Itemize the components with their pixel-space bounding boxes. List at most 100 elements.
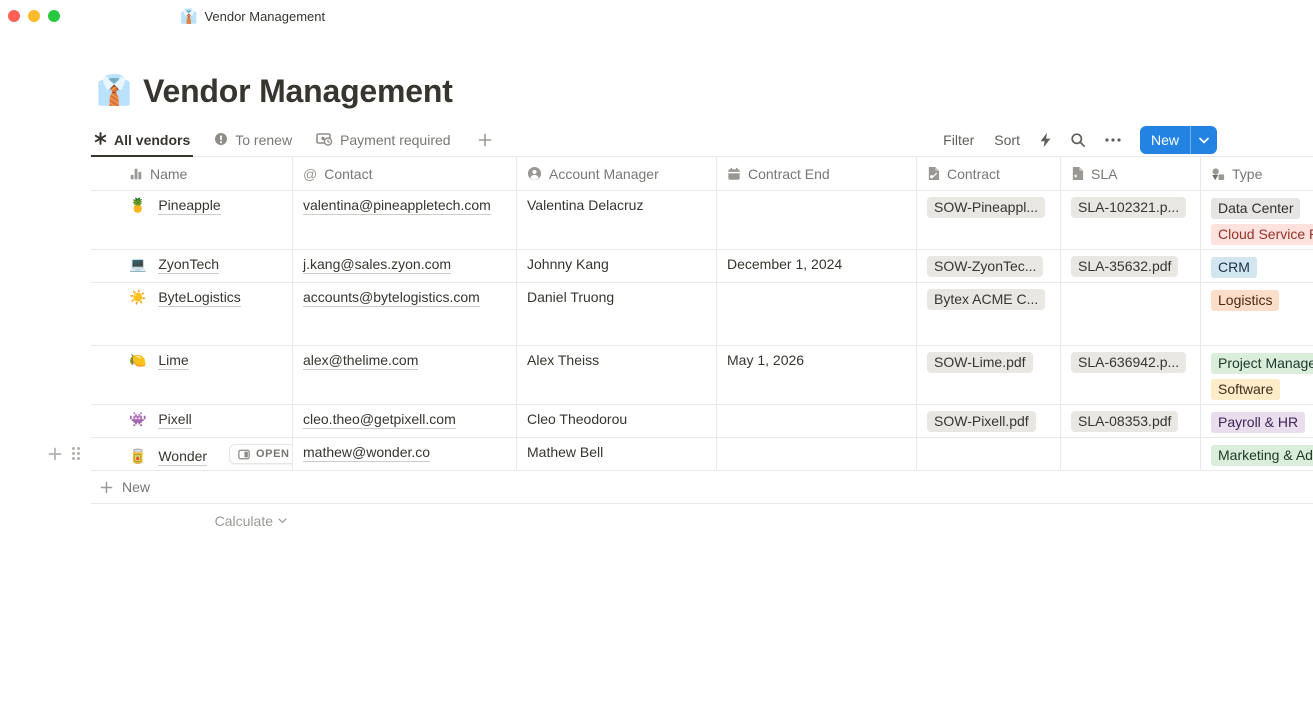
- table-row-lime[interactable]: 🍋 Lime alex@thelime.com Alex Theiss May …: [91, 346, 1313, 405]
- email-link[interactable]: accounts@bytelogistics.com: [303, 289, 480, 307]
- contract-file-cell[interactable]: [917, 438, 1061, 470]
- contract-file-chip[interactable]: SOW-Pixell.pdf: [927, 411, 1036, 432]
- type-cell[interactable]: Payroll & HR: [1201, 405, 1313, 437]
- table-row-zyontech[interactable]: 💻 ZyonTech j.kang@sales.zyon.com Johnny …: [91, 250, 1313, 283]
- type-tag[interactable]: Logistics: [1211, 290, 1280, 311]
- contract-end-cell[interactable]: [717, 405, 917, 437]
- vendor-page-link[interactable]: Pineapple: [158, 197, 221, 215]
- type-tag[interactable]: Data Center: [1211, 198, 1301, 219]
- type-cell[interactable]: Logistics: [1201, 283, 1313, 345]
- vendor-name-cell[interactable]: 🍍 Pineapple: [91, 191, 293, 249]
- type-tag[interactable]: Payroll & HR: [1211, 412, 1306, 433]
- account-manager-cell[interactable]: Valentina Delacruz: [517, 191, 717, 249]
- column-header-contact[interactable]: @ Contact: [293, 157, 517, 190]
- contract-end-cell[interactable]: [717, 191, 917, 249]
- vendor-page-link[interactable]: Wonder: [158, 447, 208, 466]
- vendor-page-link[interactable]: Pixell: [158, 411, 192, 429]
- account-manager-cell[interactable]: Mathew Bell: [517, 438, 717, 470]
- tab-payment-required[interactable]: Payment required: [313, 124, 454, 156]
- column-header-contract[interactable]: Contract: [917, 157, 1061, 190]
- contact-cell[interactable]: accounts@bytelogistics.com: [293, 283, 517, 345]
- email-link[interactable]: mathew@wonder.co: [303, 444, 431, 462]
- sla-file-cell[interactable]: SLA-102321.p...: [1061, 191, 1201, 249]
- page-title[interactable]: Vendor Management: [143, 73, 453, 109]
- contract-file-cell[interactable]: SOW-Lime.pdf: [917, 346, 1061, 404]
- type-cell[interactable]: Marketing & Ad: [1201, 438, 1313, 470]
- sla-file-chip[interactable]: SLA-35632.pdf: [1071, 256, 1179, 277]
- zoom-window-button[interactable]: [48, 10, 60, 22]
- contract-file-cell[interactable]: SOW-Pixell.pdf: [917, 405, 1061, 437]
- sla-file-cell[interactable]: [1061, 283, 1201, 345]
- vendor-name-cell[interactable]: 👾 Pixell: [91, 405, 293, 437]
- contract-file-cell[interactable]: SOW-Pineappl...: [917, 191, 1061, 249]
- vendor-page-link[interactable]: ByteLogistics: [158, 289, 241, 307]
- open-row-button[interactable]: OPEN: [229, 444, 292, 464]
- type-tag[interactable]: CRM: [1211, 257, 1257, 278]
- account-manager-cell[interactable]: Cleo Theodorou: [517, 405, 717, 437]
- sla-file-cell[interactable]: [1061, 438, 1201, 470]
- lightning-icon[interactable]: [1033, 128, 1058, 152]
- type-tag[interactable]: Cloud Service P: [1211, 224, 1313, 245]
- vendor-page-link[interactable]: Lime: [158, 352, 189, 370]
- page-emoji-icon[interactable]: 👔: [96, 75, 133, 107]
- column-header-type[interactable]: Type: [1201, 157, 1313, 190]
- search-icon[interactable]: [1064, 128, 1092, 152]
- sort-button[interactable]: Sort: [994, 132, 1020, 148]
- type-tag[interactable]: Software: [1211, 379, 1281, 400]
- contract-file-cell[interactable]: Bytex ACME C...: [917, 283, 1061, 345]
- column-header-contract-end[interactable]: Contract End: [717, 157, 917, 190]
- contract-file-chip[interactable]: SOW-Pineappl...: [927, 197, 1046, 218]
- sla-file-chip[interactable]: SLA-08353.pdf: [1071, 411, 1179, 432]
- contact-cell[interactable]: cleo.theo@getpixell.com: [293, 405, 517, 437]
- sla-file-cell[interactable]: SLA-08353.pdf: [1061, 405, 1201, 437]
- vendor-name-cell[interactable]: 🥫 Wonder OPEN: [91, 438, 293, 470]
- table-row-pixell[interactable]: 👾 Pixell cleo.theo@getpixell.com Cleo Th…: [91, 405, 1313, 438]
- new-button[interactable]: New: [1150, 132, 1179, 148]
- type-cell[interactable]: Data Center Cloud Service P: [1201, 191, 1313, 249]
- close-window-button[interactable]: [8, 10, 20, 22]
- vendor-name-cell[interactable]: 🍋 Lime: [91, 346, 293, 404]
- type-cell[interactable]: Project Manage Software: [1201, 346, 1313, 404]
- filter-button[interactable]: Filter: [943, 132, 975, 148]
- contract-end-cell[interactable]: May 1, 2026: [717, 346, 917, 404]
- contract-file-chip[interactable]: SOW-Lime.pdf: [927, 352, 1033, 373]
- type-tag[interactable]: Marketing & Ad: [1211, 445, 1313, 466]
- sla-file-chip[interactable]: SLA-636942.p...: [1071, 352, 1187, 373]
- contract-end-cell[interactable]: [717, 283, 917, 345]
- table-row-pineapple[interactable]: 🍍 Pineapple valentina@pineappletech.com …: [91, 191, 1313, 250]
- contact-cell[interactable]: valentina@pineappletech.com: [293, 191, 517, 249]
- account-manager-cell[interactable]: Johnny Kang: [517, 250, 717, 282]
- sla-file-cell[interactable]: SLA-35632.pdf: [1061, 250, 1201, 282]
- account-manager-cell[interactable]: Daniel Truong: [517, 283, 717, 345]
- minimize-window-button[interactable]: [28, 10, 40, 22]
- calculate-button[interactable]: Calculate: [215, 504, 293, 529]
- new-dropdown-button[interactable]: [1191, 126, 1217, 154]
- contract-file-cell[interactable]: SOW-ZyonTec...: [917, 250, 1061, 282]
- more-icon[interactable]: [1098, 133, 1128, 147]
- sla-file-cell[interactable]: SLA-636942.p...: [1061, 346, 1201, 404]
- add-row-icon[interactable]: [48, 447, 62, 461]
- contract-file-chip[interactable]: SOW-ZyonTec...: [927, 256, 1044, 277]
- contact-cell[interactable]: alex@thelime.com: [293, 346, 517, 404]
- type-cell[interactable]: CRM: [1201, 250, 1313, 282]
- vendor-name-cell[interactable]: ☀️ ByteLogistics: [91, 283, 293, 345]
- add-view-button[interactable]: [472, 124, 498, 156]
- email-link[interactable]: alex@thelime.com: [303, 352, 419, 370]
- sla-file-chip[interactable]: SLA-102321.p...: [1071, 197, 1187, 218]
- contact-cell[interactable]: j.kang@sales.zyon.com: [293, 250, 517, 282]
- new-row-button[interactable]: New: [91, 471, 1313, 504]
- drag-handle-icon[interactable]: [71, 446, 81, 461]
- column-header-name[interactable]: Name: [91, 157, 293, 190]
- column-header-sla[interactable]: SLA: [1061, 157, 1201, 190]
- email-link[interactable]: cleo.theo@getpixell.com: [303, 411, 456, 429]
- column-header-account-manager[interactable]: Account Manager: [517, 157, 717, 190]
- table-row-bytelogistics[interactable]: ☀️ ByteLogistics accounts@bytelogistics.…: [91, 283, 1313, 346]
- table-row-wonder[interactable]: 🥫 Wonder OPEN mathew@wonder.co Mathew Be…: [91, 438, 1313, 471]
- tab-all-vendors[interactable]: All vendors: [91, 124, 194, 157]
- contact-cell[interactable]: mathew@wonder.co: [293, 438, 517, 470]
- type-tag[interactable]: Project Manage: [1211, 353, 1313, 374]
- contract-file-chip[interactable]: Bytex ACME C...: [927, 289, 1046, 310]
- account-manager-cell[interactable]: Alex Theiss: [517, 346, 717, 404]
- vendor-name-cell[interactable]: 💻 ZyonTech: [91, 250, 293, 282]
- email-link[interactable]: valentina@pineappletech.com: [303, 197, 491, 215]
